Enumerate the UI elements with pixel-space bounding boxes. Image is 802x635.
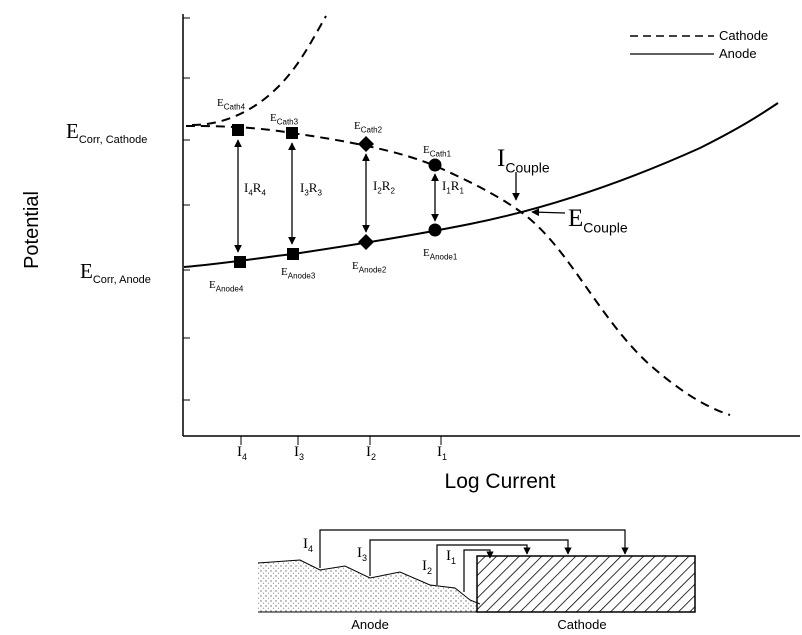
subscript: 2 — [427, 566, 432, 576]
symbol: E — [568, 205, 583, 232]
subscript: 3 — [299, 452, 304, 462]
ir-drop-label: I1​R1​ — [442, 178, 464, 196]
figure: CathodeAnodePotentialLog CurrentECorr, C… — [0, 0, 802, 635]
axes — [183, 14, 800, 445]
subscript: Corr, Cathode — [79, 134, 147, 146]
symbol: I — [497, 145, 505, 172]
x-tick-label: I2​ — [366, 444, 376, 462]
subscript: 1 — [459, 187, 464, 196]
curves — [184, 16, 778, 415]
cathode-label: ECath1​ — [423, 144, 452, 159]
legend-label: Anode — [719, 46, 757, 61]
anode-label: EAnode4​ — [209, 279, 244, 294]
subscript: 4 — [242, 452, 247, 462]
cell-anode-label: Anode — [351, 617, 389, 632]
subscript: Anode2 — [359, 266, 387, 275]
subscript: Cath2 — [361, 126, 383, 135]
subscript: Cath4 — [224, 103, 246, 112]
cell — [258, 530, 695, 612]
cell-current: I4​ — [303, 536, 313, 554]
cathode-label: ECath2​ — [354, 120, 383, 135]
ir-drop-label: I2​R2​ — [373, 178, 395, 196]
subscript: Corr, Anode — [93, 274, 151, 286]
subscript: Anode3 — [288, 272, 316, 281]
subscript: 4 — [308, 544, 313, 554]
anode-label: EAnode2​ — [352, 260, 387, 275]
x-axis-label: Log Current — [445, 470, 556, 493]
x-tick-label: I3​ — [294, 444, 304, 462]
subscript: 2 — [390, 187, 395, 196]
subscript: Cath3 — [277, 118, 299, 127]
subscript: Couple — [505, 159, 550, 175]
cell-current: I3​ — [357, 545, 367, 563]
ir-arrows — [238, 140, 565, 252]
subscript: Anode1 — [430, 253, 458, 262]
x-tick-label: I4​ — [237, 444, 247, 462]
cell-current: I2​ — [422, 558, 432, 576]
subscript: 4 — [261, 189, 266, 198]
anode-label: EAnode1​ — [423, 247, 458, 262]
couple-current: ICouple​ — [497, 145, 550, 175]
subscript: 3 — [317, 189, 322, 198]
corr-cathode: ECorr, Cathode​ — [66, 119, 147, 146]
cell-cathode-label: Cathode — [557, 617, 606, 632]
subscript: 2 — [371, 452, 376, 462]
symbol: E — [80, 259, 93, 283]
subscript: Cath1 — [430, 150, 452, 159]
subscript: 1 — [442, 452, 447, 462]
symbol: E — [66, 119, 79, 143]
symbol: R — [451, 178, 460, 193]
anode-label: EAnode3​ — [281, 266, 316, 281]
symbol: R — [309, 180, 318, 195]
cell-current: I1​ — [446, 548, 456, 566]
y-axis-label: Potential — [21, 191, 43, 269]
symbol: R — [253, 180, 262, 195]
ir-drop-label: I4​R4​ — [244, 180, 266, 198]
couple-potential: ECouple​ — [568, 205, 628, 235]
cathode-label: ECath3​ — [270, 112, 299, 127]
subscript: Anode4 — [216, 285, 244, 294]
subscript: Couple — [583, 219, 628, 235]
legend-label: Cathode — [719, 28, 768, 43]
subscript: 1 — [451, 556, 456, 566]
cathode-label: ECath4​ — [217, 97, 246, 112]
subscript: 3 — [362, 553, 367, 563]
ir-drop-label: I3​R3​ — [300, 180, 322, 198]
corr-anode: ECorr, Anode​ — [80, 259, 151, 286]
x-tick-label: I1​ — [437, 444, 447, 462]
symbol: R — [382, 178, 391, 193]
